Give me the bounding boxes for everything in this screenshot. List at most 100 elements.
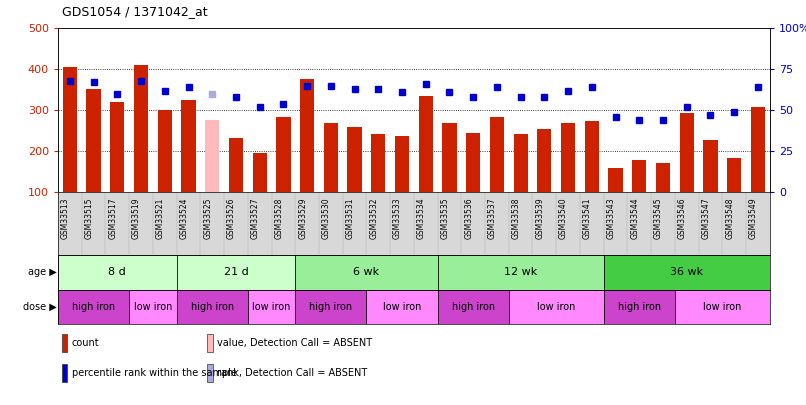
Bar bbox=[675, 290, 770, 324]
Bar bbox=[207, 334, 213, 352]
Bar bbox=[395, 136, 409, 192]
Bar bbox=[62, 334, 68, 352]
Bar bbox=[62, 364, 68, 382]
Bar bbox=[86, 89, 101, 192]
Bar bbox=[276, 117, 290, 192]
Bar bbox=[372, 134, 385, 192]
Text: GSM33519: GSM33519 bbox=[132, 197, 141, 239]
Bar bbox=[704, 140, 717, 192]
Text: GSM33549: GSM33549 bbox=[749, 197, 758, 239]
Bar bbox=[205, 120, 219, 192]
Bar bbox=[177, 290, 247, 324]
Text: GSM33525: GSM33525 bbox=[203, 197, 212, 239]
Text: GSM33513: GSM33513 bbox=[61, 197, 70, 239]
Bar bbox=[347, 127, 362, 192]
Text: dose ▶: dose ▶ bbox=[23, 302, 56, 312]
Text: GSM33526: GSM33526 bbox=[227, 197, 236, 239]
Bar bbox=[134, 65, 148, 192]
Text: GSM33543: GSM33543 bbox=[607, 197, 616, 239]
Bar bbox=[584, 121, 599, 192]
Text: low iron: low iron bbox=[134, 302, 172, 312]
Text: GSM33536: GSM33536 bbox=[464, 197, 473, 239]
Bar bbox=[177, 255, 295, 290]
Bar bbox=[509, 290, 604, 324]
Bar bbox=[252, 153, 267, 192]
Bar bbox=[466, 132, 480, 192]
Bar bbox=[110, 102, 124, 192]
Text: low iron: low iron bbox=[383, 302, 422, 312]
Text: GSM33532: GSM33532 bbox=[369, 197, 378, 239]
Text: count: count bbox=[72, 338, 99, 347]
Text: GSM33531: GSM33531 bbox=[346, 197, 355, 239]
Bar bbox=[207, 364, 213, 382]
Text: GSM33545: GSM33545 bbox=[654, 197, 663, 239]
Text: age ▶: age ▶ bbox=[27, 267, 56, 277]
Text: percentile rank within the sample: percentile rank within the sample bbox=[72, 368, 237, 377]
Bar bbox=[538, 129, 551, 192]
Bar bbox=[490, 117, 504, 192]
Text: value, Detection Call = ABSENT: value, Detection Call = ABSENT bbox=[217, 338, 372, 347]
Text: GSM33546: GSM33546 bbox=[678, 197, 687, 239]
Bar bbox=[632, 160, 646, 192]
Text: GSM33524: GSM33524 bbox=[180, 197, 189, 239]
Bar bbox=[442, 124, 456, 192]
Bar bbox=[679, 113, 694, 192]
Text: high iron: high iron bbox=[72, 302, 115, 312]
Text: GSM33548: GSM33548 bbox=[725, 197, 734, 239]
Text: GSM33540: GSM33540 bbox=[559, 197, 568, 239]
Bar bbox=[604, 255, 770, 290]
Bar bbox=[438, 290, 509, 324]
Text: 6 wk: 6 wk bbox=[353, 267, 380, 277]
Text: GSM33527: GSM33527 bbox=[251, 197, 260, 239]
Bar bbox=[656, 163, 670, 192]
Text: 21 d: 21 d bbox=[223, 267, 248, 277]
Text: rank, Detection Call = ABSENT: rank, Detection Call = ABSENT bbox=[217, 368, 367, 377]
Text: 8 d: 8 d bbox=[109, 267, 127, 277]
Text: GSM33535: GSM33535 bbox=[440, 197, 450, 239]
Text: high iron: high iron bbox=[310, 302, 352, 312]
Text: GSM33517: GSM33517 bbox=[108, 197, 118, 239]
Bar bbox=[604, 290, 675, 324]
Bar bbox=[295, 255, 438, 290]
Text: GSM33534: GSM33534 bbox=[417, 197, 426, 239]
Text: low iron: low iron bbox=[537, 302, 575, 312]
Text: GSM33530: GSM33530 bbox=[322, 197, 330, 239]
Text: GSM33547: GSM33547 bbox=[701, 197, 710, 239]
Bar bbox=[367, 290, 438, 324]
Bar bbox=[727, 158, 742, 192]
Text: GSM33515: GSM33515 bbox=[85, 197, 93, 239]
Bar bbox=[418, 96, 433, 192]
Bar bbox=[513, 134, 528, 192]
Bar bbox=[609, 168, 623, 192]
Text: low iron: low iron bbox=[703, 302, 742, 312]
Text: GSM33544: GSM33544 bbox=[630, 197, 639, 239]
Text: high iron: high iron bbox=[451, 302, 495, 312]
Bar bbox=[247, 290, 295, 324]
Bar bbox=[561, 123, 575, 192]
Text: GSM33528: GSM33528 bbox=[274, 197, 284, 239]
Text: high iron: high iron bbox=[191, 302, 234, 312]
Text: GSM33537: GSM33537 bbox=[488, 197, 497, 239]
Text: GSM33541: GSM33541 bbox=[583, 197, 592, 239]
Text: 36 wk: 36 wk bbox=[670, 267, 704, 277]
Bar bbox=[229, 138, 243, 192]
Text: high iron: high iron bbox=[617, 302, 661, 312]
Text: GSM33538: GSM33538 bbox=[512, 197, 521, 239]
Text: low iron: low iron bbox=[252, 302, 291, 312]
Bar bbox=[158, 110, 172, 192]
Bar bbox=[324, 123, 338, 192]
Bar bbox=[181, 100, 196, 192]
Bar bbox=[58, 255, 177, 290]
Text: 12 wk: 12 wk bbox=[504, 267, 538, 277]
Text: GSM33521: GSM33521 bbox=[156, 197, 164, 239]
Bar bbox=[295, 290, 367, 324]
Bar bbox=[58, 290, 129, 324]
Text: GSM33533: GSM33533 bbox=[393, 197, 402, 239]
Bar bbox=[63, 67, 77, 192]
Text: GSM33539: GSM33539 bbox=[535, 197, 544, 239]
Bar bbox=[129, 290, 177, 324]
Text: GSM33529: GSM33529 bbox=[298, 197, 307, 239]
Bar bbox=[438, 255, 604, 290]
Text: GDS1054 / 1371042_at: GDS1054 / 1371042_at bbox=[62, 5, 208, 18]
Bar bbox=[300, 79, 314, 192]
